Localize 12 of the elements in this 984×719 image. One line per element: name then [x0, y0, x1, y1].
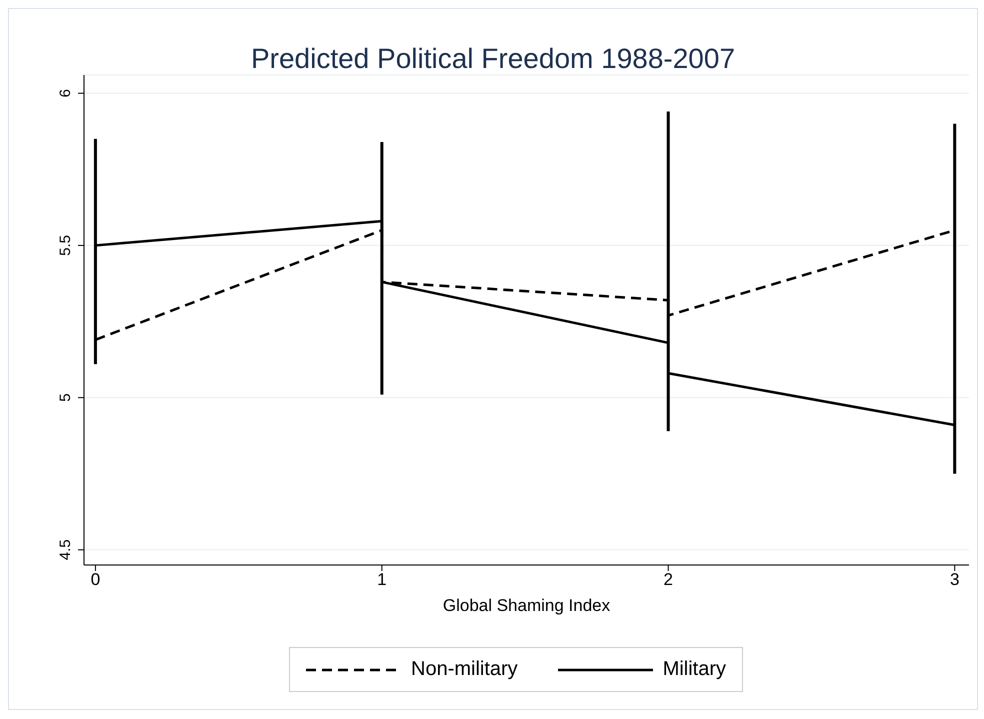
y-tick-label: 5: [57, 393, 74, 402]
x-axis-title: Global Shaming Index: [442, 596, 611, 615]
x-tick-label: 1: [377, 570, 387, 590]
y-tick-label: 6: [57, 89, 74, 98]
x-tick-label: 2: [664, 570, 674, 590]
legend-label: Non-military: [411, 658, 518, 681]
chart-title: Predicted Political Freedom 1988-2007: [250, 43, 736, 75]
legend-label: Military: [662, 658, 726, 681]
y-tick-label: 4.5: [57, 539, 74, 560]
x-tick-label: 3: [950, 570, 960, 590]
y-tick-label: 5.5: [57, 235, 74, 256]
x-tick-label: 0: [90, 570, 100, 590]
